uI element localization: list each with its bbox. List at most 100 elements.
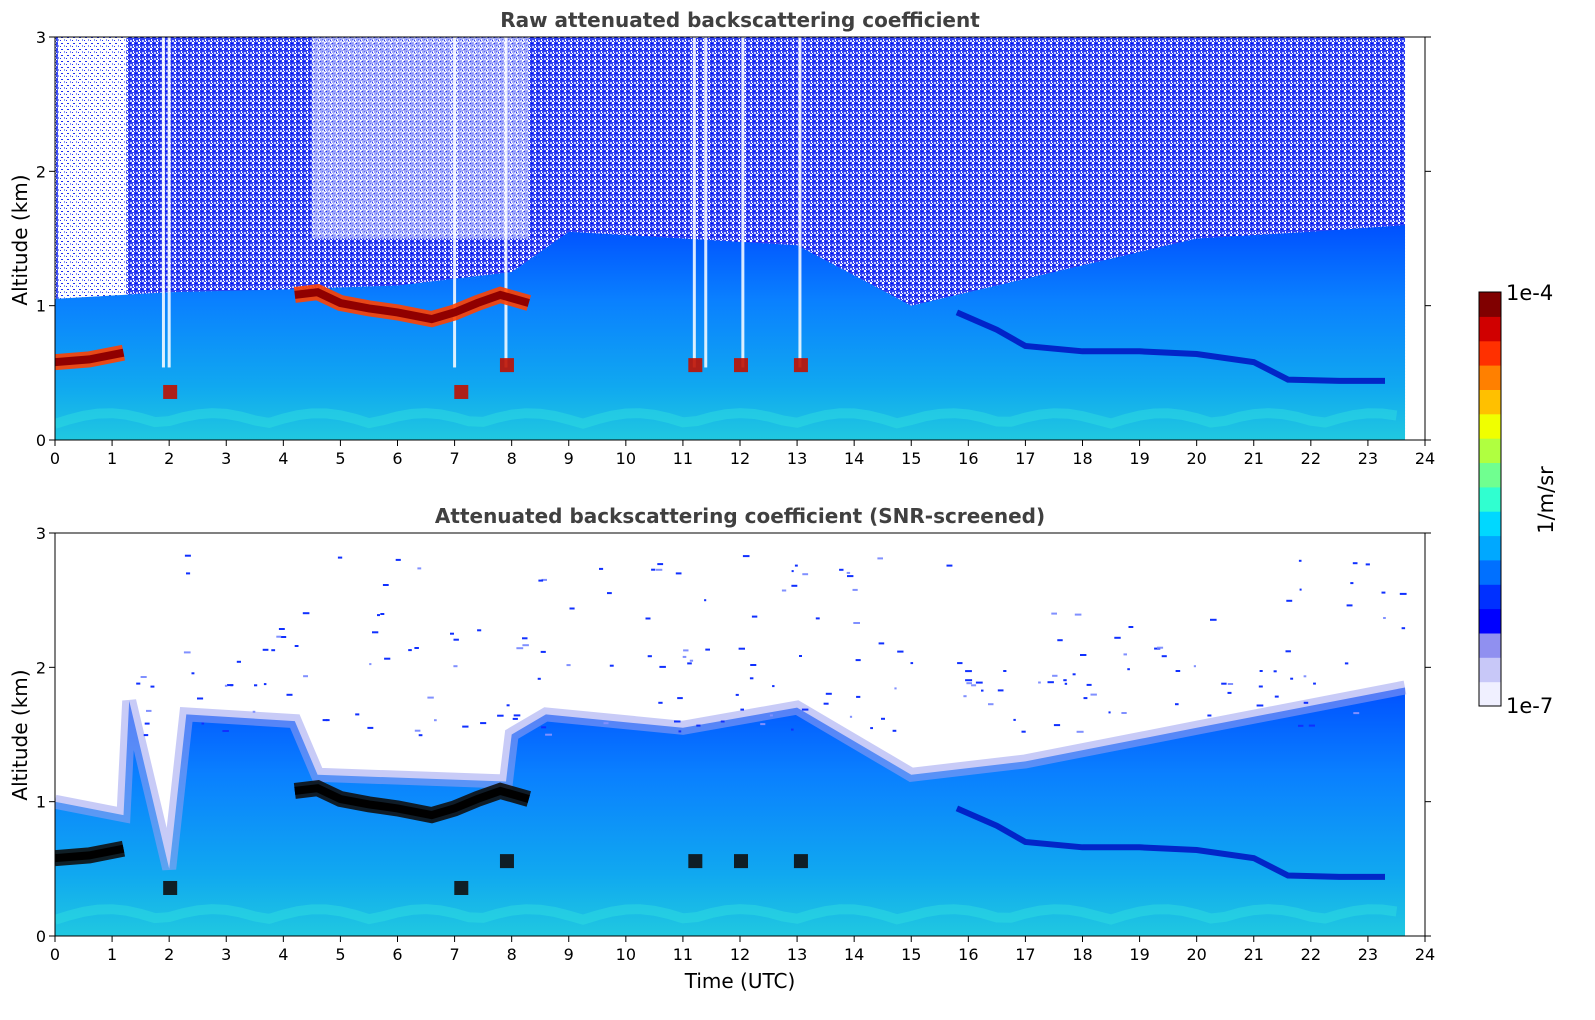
noise-speck bbox=[325, 719, 330, 722]
noise-speck bbox=[870, 727, 873, 730]
noise-speck bbox=[988, 703, 994, 706]
x-tick-label: 5 bbox=[335, 945, 345, 964]
noise-speck bbox=[839, 568, 844, 571]
x-tick-label: 19 bbox=[1129, 945, 1149, 964]
noise-speck bbox=[750, 664, 757, 666]
x-tick-label: 17 bbox=[1015, 945, 1035, 964]
y-tick-label: 1 bbox=[36, 297, 46, 316]
noise-speck bbox=[1080, 654, 1087, 656]
colorbar-step bbox=[1479, 413, 1501, 439]
raw-backscatter-panel: Raw attenuated backscattering coefficien… bbox=[8, 8, 1435, 468]
noise-speck bbox=[1127, 668, 1130, 671]
noise-speck bbox=[881, 717, 885, 720]
noise-speck bbox=[480, 722, 487, 725]
noise-speck bbox=[1157, 646, 1164, 649]
noise-speck bbox=[477, 629, 482, 632]
x-tick-label: 21 bbox=[1244, 945, 1264, 964]
noise-speck bbox=[541, 726, 547, 729]
snr-screened-panel: Attenuated backscattering coefficient (S… bbox=[8, 504, 1435, 993]
noise-speck bbox=[823, 702, 829, 705]
noise-speck bbox=[897, 650, 904, 653]
surface-layer bbox=[55, 904, 1398, 925]
x-tick-label: 12 bbox=[730, 449, 750, 468]
noise-speck bbox=[878, 642, 885, 645]
colorbar: 1e-4 1e-7 1/m/sr bbox=[1478, 281, 1558, 718]
noise-speck bbox=[677, 697, 683, 700]
noise-speck bbox=[1047, 681, 1054, 684]
colorbar-step bbox=[1479, 535, 1501, 561]
noise-speck bbox=[849, 715, 853, 718]
noise-speck bbox=[975, 681, 983, 684]
noise-speck bbox=[1303, 675, 1307, 678]
x-tick-label: 1 bbox=[107, 945, 117, 964]
noise-speck bbox=[655, 568, 663, 571]
noise-speck bbox=[337, 556, 343, 559]
boundary-layer bbox=[55, 687, 1406, 936]
x-tick-label: 17 bbox=[1015, 449, 1035, 468]
noise-speck bbox=[191, 672, 195, 675]
noise-speck bbox=[1353, 712, 1360, 715]
colorbar-step bbox=[1479, 584, 1501, 610]
noise-speck bbox=[1346, 604, 1353, 607]
noise-speck bbox=[791, 728, 794, 731]
noise-speck bbox=[302, 612, 310, 615]
colorbar-max-label: 1e-4 bbox=[1506, 281, 1553, 305]
y-tick-label: 2 bbox=[36, 658, 46, 677]
precip-streak bbox=[692, 37, 696, 368]
noise-speck bbox=[687, 662, 692, 665]
cloud-base-core bbox=[55, 348, 125, 367]
noise-speck bbox=[303, 675, 308, 678]
y-tick-label: 3 bbox=[36, 524, 46, 543]
noise-speck bbox=[1381, 591, 1386, 594]
noise-speck bbox=[855, 659, 861, 662]
noise-speck bbox=[384, 657, 391, 660]
x-tick-label: 14 bbox=[844, 945, 864, 964]
x-tick-label: 4 bbox=[278, 945, 288, 964]
x-tick-label: 10 bbox=[616, 449, 636, 468]
noise-speck bbox=[791, 584, 798, 587]
x-axis-bottom: 0 1 2 3 4 5 6 7 8 9 10 11 12 13 14 15 16 17 18 19 20 21 22 23 24 bbox=[50, 936, 1435, 964]
noise-speck bbox=[658, 701, 663, 704]
noise-speck bbox=[506, 704, 510, 707]
noise-speck bbox=[1038, 681, 1041, 684]
noise-region-light bbox=[57, 37, 127, 320]
noise-speck bbox=[377, 614, 380, 617]
noise-speck bbox=[1108, 711, 1111, 714]
x-tick-label: 14 bbox=[844, 449, 864, 468]
noise-speck bbox=[367, 726, 374, 729]
x-tick-label: 3 bbox=[221, 945, 231, 964]
precip-streak bbox=[741, 37, 745, 368]
x-axis-top: 0 1 2 3 4 5 6 7 8 9 10 11 12 13 14 15 16 17 18 19 20 21 22 23 24 bbox=[50, 440, 1435, 468]
colorbar-step bbox=[1479, 365, 1501, 390]
noise-speck bbox=[675, 572, 682, 575]
colorbar-step bbox=[1479, 292, 1501, 317]
colorbar-unit-label: 1/m/sr bbox=[1534, 466, 1558, 534]
colorbar-step bbox=[1479, 511, 1501, 537]
noise-speck bbox=[1399, 592, 1407, 595]
x-tick-label: 16 bbox=[958, 945, 978, 964]
noise-speck bbox=[1090, 693, 1097, 696]
noise-speck bbox=[276, 635, 282, 638]
noise-speck bbox=[846, 571, 851, 574]
noise-speck bbox=[516, 647, 524, 650]
noise-speck bbox=[1227, 691, 1232, 694]
noise-speck bbox=[186, 572, 191, 575]
y-tick-label: 0 bbox=[36, 927, 46, 946]
noise-speck bbox=[143, 734, 149, 737]
noise-speck bbox=[1003, 670, 1007, 672]
cloud-base-core bbox=[294, 288, 530, 324]
noise-speck bbox=[380, 613, 385, 615]
noise-speck bbox=[418, 734, 423, 737]
noise-speck bbox=[965, 679, 973, 682]
noise-speck bbox=[1074, 613, 1082, 616]
noise-speck bbox=[704, 599, 707, 602]
panel-title-snr: Attenuated backscattering coefficient (S… bbox=[435, 504, 1045, 528]
colorbar-step bbox=[1479, 486, 1501, 512]
noise-speck bbox=[801, 708, 809, 711]
noise-speck bbox=[262, 648, 269, 651]
boundary-layer bbox=[55, 225, 1406, 440]
noise-speck bbox=[197, 697, 204, 700]
noise-speck bbox=[1383, 617, 1386, 619]
noise-speck bbox=[1303, 701, 1309, 704]
